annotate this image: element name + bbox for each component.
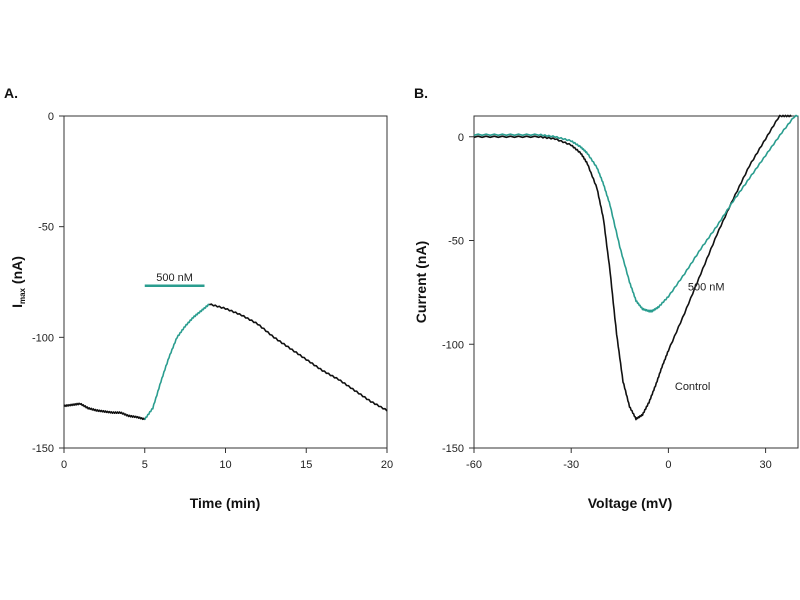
y-tick-label: 0 — [458, 132, 464, 144]
panel-b-series — [473, 114, 799, 421]
panel-b-frame — [473, 115, 799, 449]
panel-b: B. 0-50-100-150 -60 -30 0 30 500 nMControl … — [413, 85, 799, 511]
panel-a-label: A. — [4, 85, 18, 101]
panel-a-y-axis-title: Imax (nA) — [9, 256, 27, 308]
series-500-nm — [144, 303, 210, 421]
panel-a-frame — [63, 115, 388, 449]
x-tick-label: 0 — [61, 459, 67, 471]
y-tick-label: -150 — [32, 443, 54, 455]
panel-b-x-axis-title: Voltage (mV) — [588, 495, 673, 511]
series-control — [473, 114, 793, 421]
series-500-nm — [473, 114, 799, 313]
panel-b-annotations: 500 nM Control — [675, 281, 725, 393]
y-tick-label: -50 — [38, 222, 54, 234]
series-washout — [209, 303, 388, 412]
annotation-label: 500 nM — [688, 281, 725, 293]
series-baseline — [63, 402, 146, 421]
y-axis-unit: (nA) — [9, 256, 25, 288]
panel-b-y-axis-title: Current (nA) — [413, 241, 429, 323]
x-tick-label: 30 — [759, 459, 771, 471]
y-tick-label: -150 — [442, 443, 464, 455]
panel-a-series — [63, 303, 388, 421]
panel-a-x-ticks: 0 5 10 15 20 — [61, 448, 393, 471]
y-axis-main: I — [9, 304, 25, 308]
y-tick-label: -100 — [442, 339, 464, 351]
annotation-label: Control — [675, 381, 710, 393]
x-tick-label: -30 — [563, 459, 579, 471]
x-tick-label: 15 — [300, 459, 312, 471]
panel-a-annotations: 500 nM — [144, 272, 205, 288]
y-tick-label: -50 — [448, 236, 464, 248]
x-tick-label: 0 — [665, 459, 671, 471]
x-tick-label: 20 — [381, 459, 393, 471]
application-bar-label: 500 nM — [156, 272, 193, 284]
panel-a-x-axis-title: Time (min) — [190, 495, 261, 511]
y-tick-label: 0 — [48, 111, 54, 123]
x-tick-label: -60 — [466, 459, 482, 471]
panel-b-x-ticks: -60 -30 0 30 — [466, 448, 772, 471]
panel-b-label: B. — [414, 85, 428, 101]
x-tick-label: 10 — [219, 459, 231, 471]
x-tick-label: 5 — [142, 459, 148, 471]
y-axis-subscript: max — [18, 287, 27, 304]
panel-a: A. 0 -50 -100 -150 0 5 10 15 20 500 nM Time (mi… — [4, 85, 393, 511]
panel-b-y-ticks: 0 -50 -100 -150 — [442, 132, 474, 455]
y-tick-label: -100 — [32, 332, 54, 344]
panel-a-y-ticks: 0 -50 -100 -150 — [32, 111, 64, 455]
